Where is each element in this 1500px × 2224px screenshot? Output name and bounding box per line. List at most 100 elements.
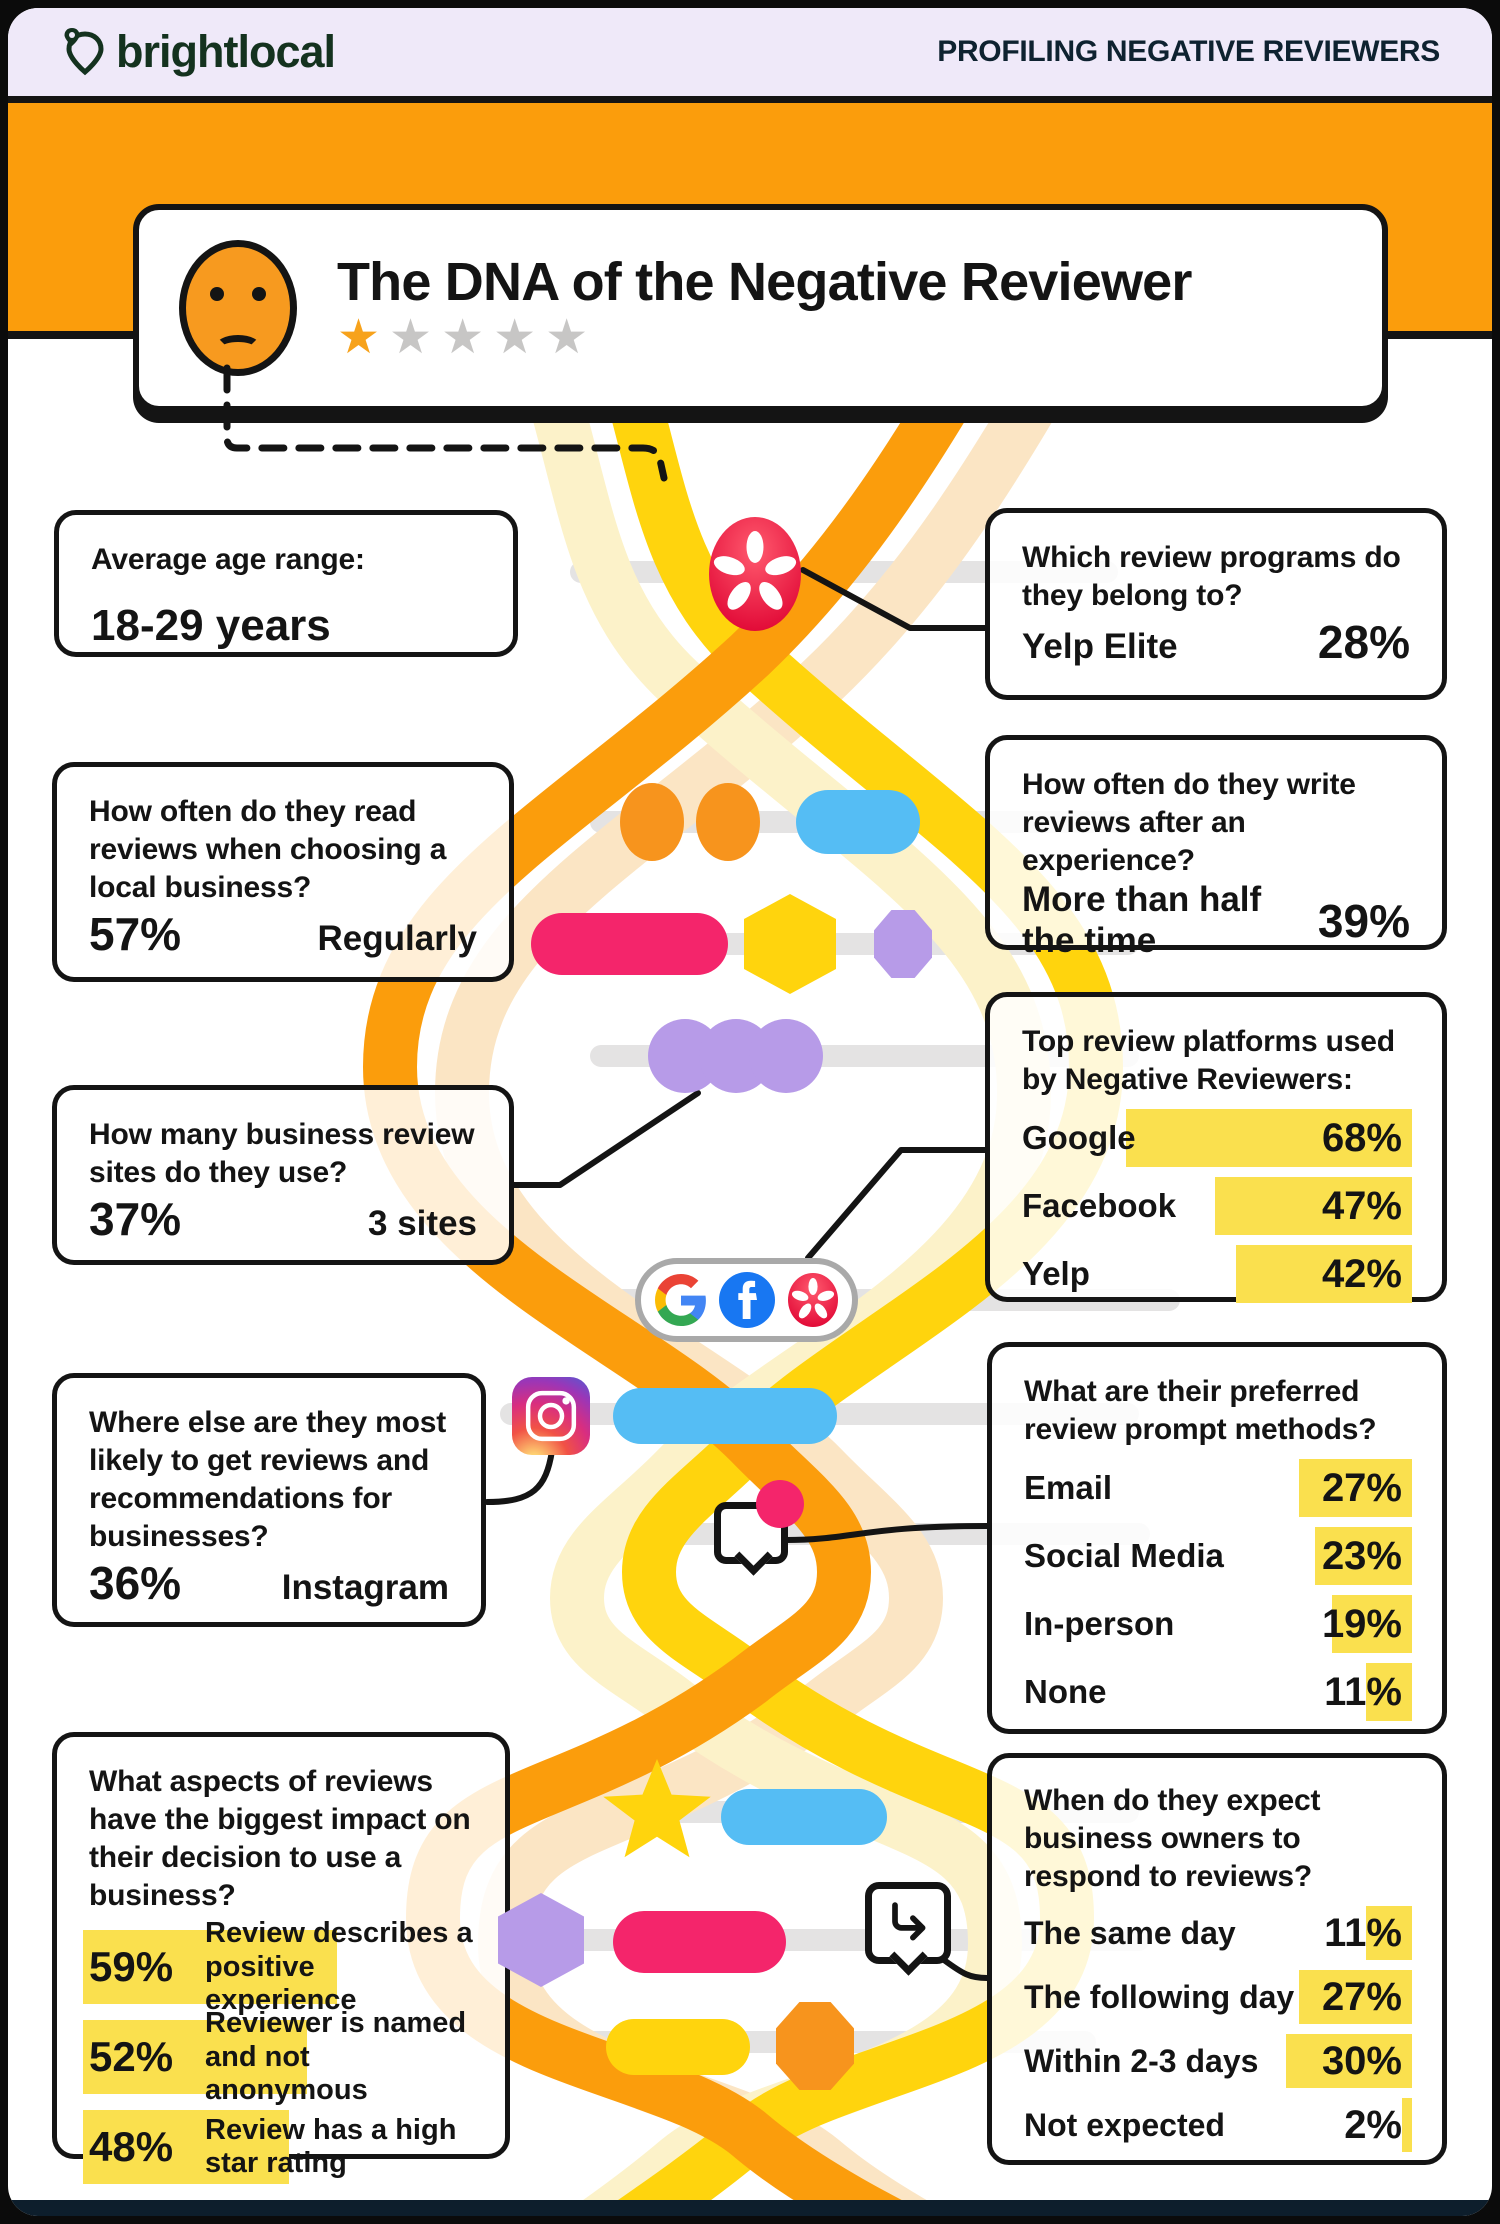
hero-card: The DNA of the Negative Reviewer ★★★★★	[133, 204, 1388, 412]
bar-wrap: 27%	[1298, 1459, 1412, 1518]
hero-text-block: The DNA of the Negative Reviewer ★★★★★	[337, 251, 1192, 363]
card-review-programs: Which review programs do they belong to?…	[985, 508, 1447, 700]
star-empty-icon: ★	[441, 311, 494, 365]
bar-fill	[1235, 1245, 1412, 1304]
bar-row: The following day 27%	[1024, 1970, 1412, 2025]
card-read-frequency: How often do they read reviews when choo…	[52, 762, 514, 982]
dna-pill-blue	[796, 790, 920, 854]
dna-circle-purple	[749, 1019, 823, 1093]
brightlocal-logo: brightlocal	[60, 26, 336, 78]
page-title: The DNA of the Negative Reviewer	[337, 251, 1192, 312]
bar-wrap: 2%	[1330, 2098, 1412, 2153]
aspect-percent: 48%	[89, 2123, 174, 2171]
bar-label: Within 2-3 days	[1024, 2042, 1259, 2079]
reply-speech-bubble-icon	[865, 1882, 951, 1976]
bar-row: Social Media 23%	[1024, 1527, 1412, 1586]
aspect-label: Reviewer is named and not anonymous	[205, 2006, 467, 2107]
card-sites-count: How many business review sites do they u…	[52, 1085, 514, 1265]
card-question: How often do they write reviews after an…	[1022, 768, 1356, 878]
bar-value: 27%	[1321, 1974, 1402, 2019]
platform-logos-pill	[635, 1258, 858, 1342]
card-answer: 18-29 years	[91, 601, 331, 651]
google-icon	[654, 1274, 706, 1326]
star-empty-icon: ★	[389, 311, 442, 365]
bar-value: 68%	[1321, 1115, 1402, 1160]
bar-wrap: 27%	[1298, 1970, 1412, 2025]
stat-label: Yelp Elite	[1022, 627, 1178, 667]
stat-row: 57% Regularly	[89, 907, 477, 961]
instagram-icon	[512, 1377, 590, 1455]
card-question: When do they expect business owners to r…	[1024, 1784, 1321, 1894]
dna-octagon-purple	[874, 910, 932, 978]
stat-answer: Regularly	[317, 919, 478, 959]
card-review-aspects: What aspects of reviews have the biggest…	[52, 1732, 510, 2185]
stat-answer: Instagram	[281, 1568, 449, 1608]
card-question: Which review programs do they belong to?	[1022, 541, 1401, 613]
facebook-icon	[718, 1272, 775, 1328]
dna-pill-pink	[613, 1911, 786, 1973]
aspect-row: 48% Review has a high star rating	[83, 2109, 473, 2185]
page-tagline: PROFILING NEGATIVE REVIEWERS	[937, 35, 1440, 68]
stat-answer: 3 sites	[368, 1204, 477, 1244]
bar-value: 11%	[1324, 1669, 1402, 1714]
bar-row: Google 68%	[1022, 1109, 1412, 1168]
bar-fill	[1126, 1109, 1412, 1168]
highlight-bar	[83, 1930, 337, 2005]
aspect-row: 59% Review describes a positive experien…	[83, 1917, 473, 2016]
aspect-label: Review has a high star rating	[205, 2113, 457, 2180]
logo-text: brightlocal	[116, 26, 336, 77]
sad-face-eye	[210, 287, 224, 301]
bar-fill	[1214, 1177, 1412, 1236]
header-bar: brightlocal PROFILING NEGATIVE REVIEWERS	[8, 8, 1492, 96]
card-question: Where else are they most likely to get r…	[89, 1406, 447, 1554]
bar-fill	[1332, 1595, 1412, 1654]
bar-value: 2%	[1344, 2102, 1402, 2147]
bar-row: The same day 11%	[1024, 1906, 1412, 1961]
bar-label: Yelp	[1022, 1255, 1090, 1293]
bar-fill	[1298, 1970, 1412, 2025]
footer-bar	[8, 2200, 1492, 2216]
bar-row: Email 27%	[1024, 1459, 1412, 1518]
card-where-else: Where else are they most likely to get r…	[52, 1373, 486, 1627]
stat-percent: 36%	[89, 1557, 182, 1610]
star-empty-icon: ★	[493, 311, 546, 365]
yelp-icon	[787, 1273, 838, 1327]
bar-label: In-person	[1024, 1605, 1175, 1643]
one-star-rating: ★★★★★	[337, 314, 1192, 362]
card-write-frequency: How often do they write reviews after an…	[985, 735, 1447, 960]
sad-face-eye	[252, 287, 266, 301]
bar-label: None	[1024, 1673, 1107, 1711]
card-top-platforms: Top review platforms used by Negative Re…	[985, 992, 1447, 1304]
bar-label: Not expected	[1024, 2106, 1225, 2143]
aspect-label: Review describes a positive experience	[205, 1916, 473, 2017]
sad-face-frown	[215, 335, 261, 359]
notification-dot	[756, 1480, 804, 1528]
stat-value: 28%	[1317, 616, 1410, 669]
bar-label: Google	[1022, 1119, 1136, 1157]
dna-hexagon-yellow	[744, 894, 836, 994]
card-question: What are their preferred review prompt m…	[1024, 1375, 1377, 1447]
bar-value: 11%	[1324, 1910, 1402, 1955]
bar-label: Facebook	[1022, 1187, 1177, 1225]
bar-row: Not expected 2%	[1024, 2098, 1412, 2153]
dna-octagon-orange	[776, 2002, 854, 2090]
bar-wrap: 30%	[1286, 2034, 1412, 2089]
bar-row: Facebook 47%	[1022, 1177, 1412, 1236]
card-question: How many business review sites do they u…	[89, 1118, 475, 1190]
stat-value: 39%	[1317, 894, 1410, 947]
card-question: What aspects of reviews have the biggest…	[89, 1765, 471, 1913]
bar-wrap: 11%	[1310, 1663, 1412, 1722]
bar-label: The following day	[1024, 1978, 1295, 2015]
card-question: Top review platforms used by Negative Re…	[1022, 1025, 1395, 1097]
card-question: Average age range:	[91, 543, 365, 576]
stat-row: Yelp Elite 28%	[1022, 615, 1410, 669]
bar-row: Within 2-3 days 30%	[1024, 2034, 1412, 2089]
card-response-time: When do they expect business owners to r…	[987, 1753, 1447, 2165]
bar-fill	[1315, 1527, 1412, 1586]
aspect-row: 52% Reviewer is named and not anonymous	[83, 2007, 473, 2106]
aspect-percent: 52%	[89, 2033, 174, 2081]
bar-value: 30%	[1321, 2038, 1402, 2083]
sad-face-icon	[179, 240, 297, 376]
card-prompt-methods: What are their preferred review prompt m…	[987, 1342, 1447, 1734]
stat-row: More than half the time 39%	[1022, 880, 1410, 961]
